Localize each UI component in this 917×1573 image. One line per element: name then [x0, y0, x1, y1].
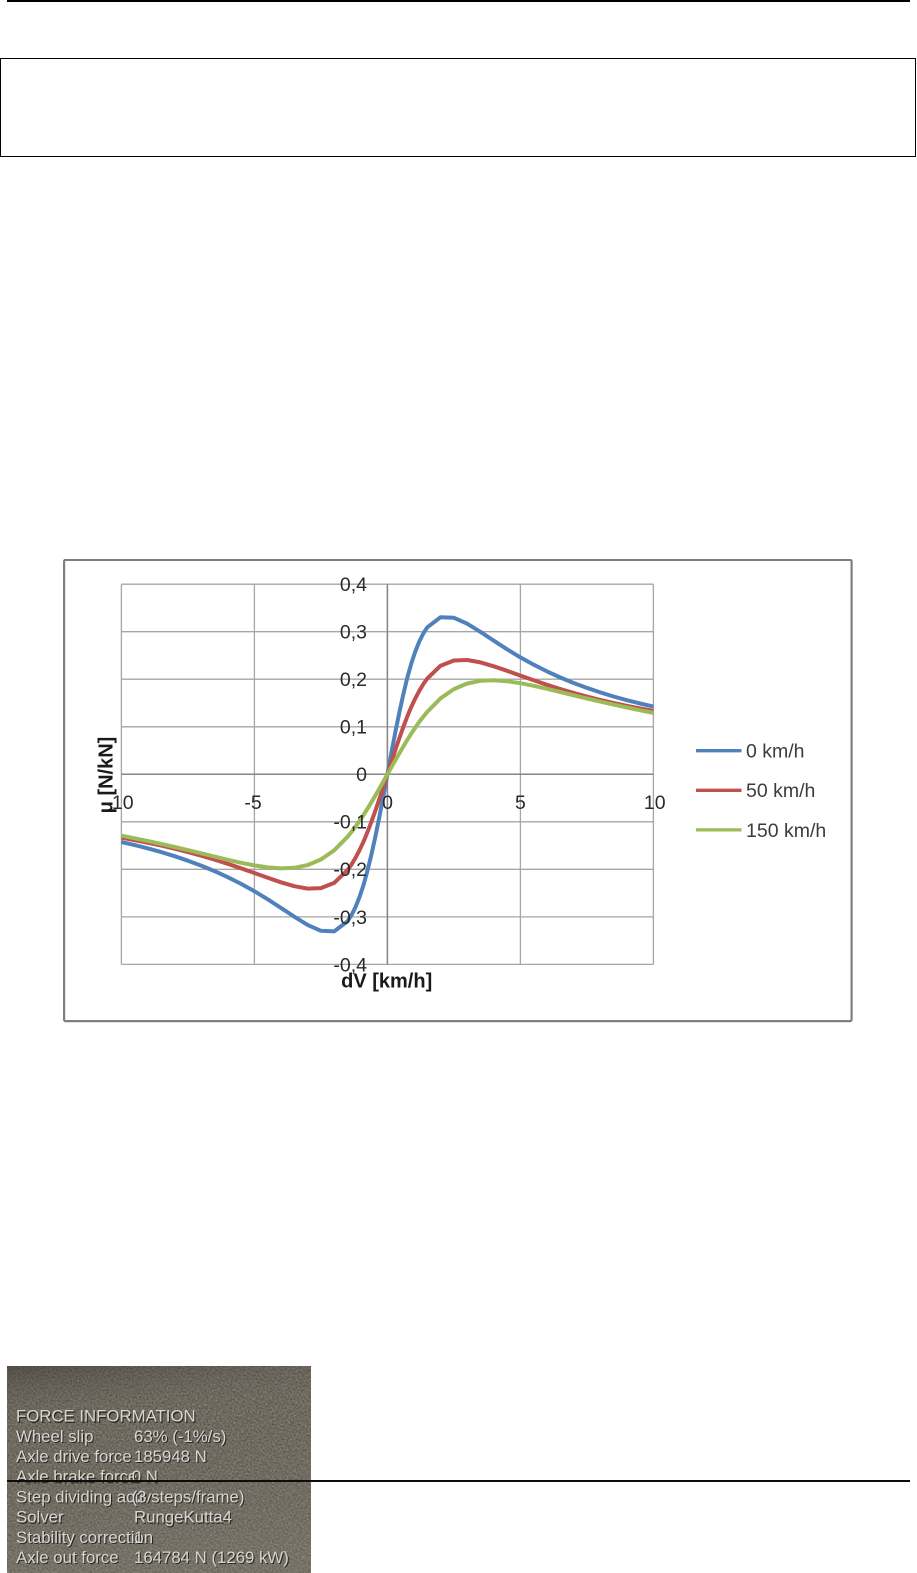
- svg-text:185948 N: 185948 N: [134, 1447, 207, 1466]
- svg-text:5: 5: [515, 792, 526, 814]
- svg-text:Stability correction: Stability correction: [16, 1528, 153, 1547]
- svg-text:Axle drive force: Axle drive force: [17, 1448, 133, 1467]
- svg-text:Axle brake force: Axle brake force: [16, 1467, 137, 1486]
- svg-text:Axle drive force: Axle drive force: [16, 1447, 132, 1466]
- svg-text:63% (-1%/s): 63% (-1%/s): [135, 1428, 227, 1447]
- svg-text:0 N: 0 N: [133, 1468, 159, 1487]
- svg-text:50 km/h: 50 km/h: [746, 780, 815, 802]
- svg-text:Step dividing activ: Step dividing activ: [16, 1487, 152, 1506]
- svg-text:0,3: 0,3: [340, 622, 367, 644]
- svg-text:10: 10: [644, 792, 666, 814]
- svg-text:Solver: Solver: [16, 1508, 64, 1527]
- svg-text:1: 1: [134, 1528, 143, 1547]
- svg-text:Axle out force: Axle out force: [17, 1549, 120, 1568]
- svg-text:Axle brake force: Axle brake force: [17, 1468, 138, 1487]
- svg-text:Step dividing activ: Step dividing activ: [17, 1489, 153, 1508]
- svg-text:-10: -10: [105, 792, 133, 814]
- svg-text:0,1: 0,1: [340, 717, 367, 739]
- svg-text:0 km/h: 0 km/h: [746, 741, 805, 763]
- svg-text:FORCE INFORMATION: FORCE INFORMATION: [16, 1407, 196, 1426]
- svg-text:Wheel slip: Wheel slip: [17, 1428, 94, 1447]
- svg-text:Axle out force: Axle out force: [16, 1548, 119, 1567]
- svg-text:1: 1: [135, 1529, 144, 1548]
- svg-text:Wheel slip: Wheel slip: [16, 1427, 93, 1446]
- svg-text:(3 steps/frame): (3 steps/frame): [132, 1487, 245, 1506]
- svg-text:RungeKutta4: RungeKutta4: [134, 1508, 232, 1527]
- svg-text:164784 N (1269 kW): 164784 N (1269 kW): [135, 1549, 290, 1568]
- svg-text:-0,1: -0,1: [333, 812, 367, 834]
- svg-text:Stability correction: Stability correction: [17, 1529, 154, 1548]
- svg-text:RungeKutta4: RungeKutta4: [135, 1509, 233, 1528]
- svg-text:FORCE INFORMATION: FORCE INFORMATION: [17, 1408, 197, 1427]
- svg-text:-0,2: -0,2: [333, 859, 367, 881]
- svg-text:63% (-1%/s): 63% (-1%/s): [134, 1427, 226, 1446]
- svg-text:0,2: 0,2: [340, 669, 367, 691]
- svg-text:0,4: 0,4: [340, 574, 367, 596]
- svg-text:164784 N (1269 kW): 164784 N (1269 kW): [134, 1548, 289, 1567]
- svg-text:0 N: 0 N: [132, 1467, 158, 1486]
- svg-text:μ [N/kN]: μ [N/kN]: [96, 737, 118, 814]
- svg-text:-0,4: -0,4: [333, 954, 367, 976]
- svg-text:0: 0: [356, 764, 367, 786]
- svg-text:0: 0: [382, 792, 393, 814]
- svg-text:185948 N: 185948 N: [135, 1448, 208, 1467]
- svg-text:dV [km/h]: dV [km/h]: [341, 970, 432, 992]
- svg-text:(3 steps/frame): (3 steps/frame): [133, 1489, 246, 1508]
- svg-text:-5: -5: [244, 792, 261, 814]
- svg-text:Solver: Solver: [17, 1509, 65, 1528]
- svg-text:150 km/h: 150 km/h: [746, 820, 826, 842]
- svg-text:-0,3: -0,3: [333, 907, 367, 929]
